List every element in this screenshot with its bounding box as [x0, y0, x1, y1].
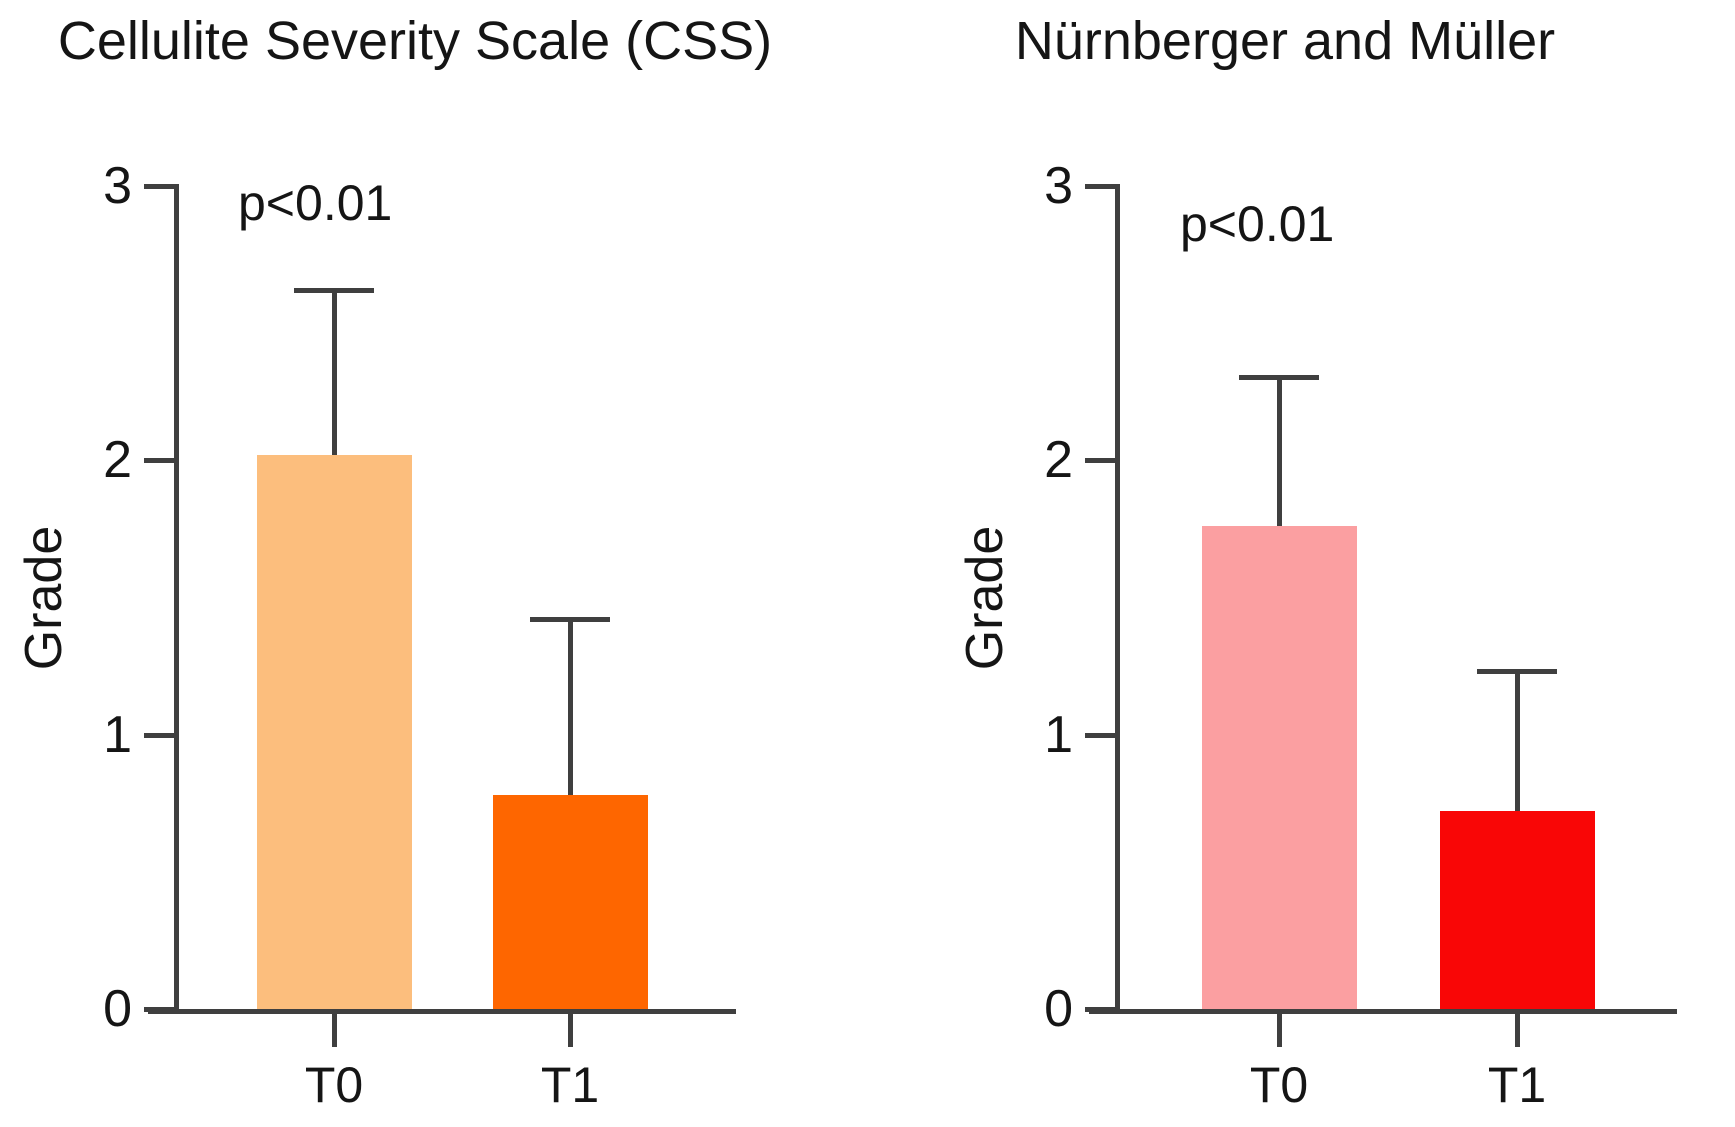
error-bar-cap: [530, 616, 610, 622]
x-axis-line: [1089, 1009, 1677, 1014]
y-tick-mark: [1085, 184, 1115, 189]
y-tick-label: 1: [103, 705, 132, 764]
p-value-annotation-nurnberger-muller: p<0.01: [1180, 196, 1335, 252]
x-tick-label-t0: T0: [304, 1057, 364, 1113]
error-bar-stem: [568, 616, 573, 798]
y-tick-label: 3: [1044, 157, 1073, 215]
y-tick-mark: [1085, 732, 1115, 738]
y-tick-label: 2: [103, 431, 132, 490]
y-tick-mark: [144, 458, 174, 464]
error-bar-cap: [294, 287, 374, 293]
y-tick-mark: [144, 732, 174, 738]
bar-t1: [1439, 811, 1595, 1009]
x-axis-line: [148, 1009, 736, 1014]
y-tick-mark: [1085, 458, 1115, 464]
error-bar-stem: [1277, 375, 1282, 529]
y-axis-line: [174, 184, 179, 1014]
y-tick-label: 1: [1044, 705, 1073, 764]
y-tick-mark: [1085, 1007, 1115, 1012]
y-tick-mark: [144, 184, 174, 189]
error-bar-cap: [1477, 668, 1557, 674]
error-bar-stem: [1515, 668, 1520, 814]
x-tick-mark: [568, 1014, 573, 1047]
bar-t0: [256, 454, 412, 1009]
y-axis-label-nurnberger-muller: Grade: [956, 525, 1014, 671]
error-bar-cap: [1239, 375, 1319, 381]
y-tick-label: 0: [1044, 980, 1073, 1038]
error-bar-stem: [332, 287, 337, 457]
p-value-annotation-css: p<0.01: [238, 175, 393, 231]
y-tick-mark: [144, 1007, 174, 1012]
y-axis-line: [1115, 184, 1120, 1014]
y-tick-label: 0: [103, 980, 132, 1038]
chart-title-css: Cellulite Severity Scale (CSS): [57, 11, 773, 71]
x-tick-mark: [332, 1014, 337, 1047]
y-tick-label: 3: [103, 157, 132, 215]
chart-title-nurnberger-muller: Nürnberger and Müller: [1014, 11, 1556, 71]
x-tick-label-t1: T1: [1487, 1057, 1547, 1113]
x-tick-mark: [1277, 1014, 1282, 1047]
bar-t0: [1201, 526, 1357, 1009]
x-tick-mark: [1515, 1014, 1520, 1047]
x-tick-label-t1: T1: [540, 1057, 600, 1113]
y-tick-label: 2: [1044, 431, 1073, 490]
bar-t1: [492, 795, 648, 1009]
y-axis-label-css: Grade: [15, 525, 73, 671]
x-tick-label-t0: T0: [1249, 1057, 1309, 1113]
